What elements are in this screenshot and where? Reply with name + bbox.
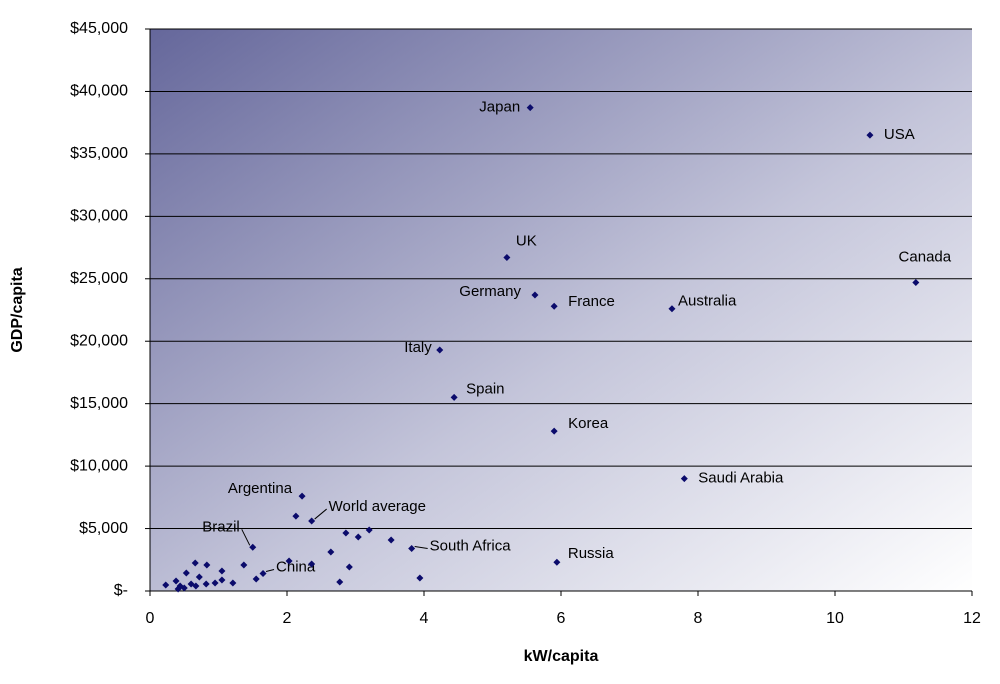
y-tick-label: $20,000: [70, 332, 128, 349]
point: [680, 475, 688, 483]
y-tick-label: $25,000: [70, 270, 128, 287]
point: [218, 576, 226, 584]
data-label: Australia: [678, 293, 737, 310]
point: [162, 581, 170, 589]
data-label: UK: [516, 233, 537, 250]
x-tick-label: 4: [420, 610, 429, 627]
data-label: Japan: [479, 99, 520, 116]
leader-line: [414, 546, 428, 550]
data-label: South Africa: [430, 538, 512, 555]
y-axis-title: GDP/capita: [9, 267, 26, 352]
x-tick-label: 2: [283, 610, 292, 627]
point: [408, 545, 416, 553]
leader-line: [265, 569, 275, 573]
point: [174, 585, 182, 593]
point: [203, 561, 211, 569]
y-tick-label: $35,000: [70, 145, 128, 162]
y-tick-label: $15,000: [70, 395, 128, 412]
y-tick-label: $10,000: [70, 457, 128, 474]
data-label: Argentina: [228, 480, 293, 497]
point: [387, 536, 395, 544]
x-tick-label: 12: [963, 610, 981, 627]
point: [553, 558, 561, 566]
point: [240, 561, 248, 569]
point: [191, 559, 199, 567]
point: [866, 131, 874, 139]
point: [327, 548, 335, 556]
data-label: Germany: [459, 283, 521, 300]
point: [249, 543, 257, 551]
point: [252, 575, 260, 583]
point: [180, 584, 188, 592]
point: [298, 492, 306, 500]
point: [202, 580, 210, 588]
point: [336, 578, 344, 586]
x-tick-label: 10: [826, 610, 844, 627]
point: [450, 393, 458, 401]
point: [285, 557, 293, 565]
point: [218, 567, 226, 575]
point: [211, 579, 219, 587]
x-tick-label: 0: [146, 610, 155, 627]
data-label: World average: [329, 498, 426, 515]
plot-area: [150, 29, 972, 591]
y-tick-label: $40,000: [70, 83, 128, 100]
point: [550, 302, 558, 310]
y-tick-label: $-: [114, 582, 128, 599]
point: [550, 427, 558, 435]
x-tick-label: 6: [557, 610, 566, 627]
point: [308, 517, 316, 525]
data-label: Italy: [404, 339, 432, 356]
data-label: Russia: [568, 545, 615, 562]
data-label: Korea: [568, 415, 609, 432]
point: [308, 560, 316, 568]
point: [416, 574, 424, 582]
data-label: China: [276, 558, 316, 575]
data-label: Brazil: [202, 518, 240, 535]
point: [526, 104, 534, 112]
x-tick-label: 8: [694, 610, 703, 627]
point: [259, 570, 267, 578]
point: [503, 254, 511, 262]
point: [342, 529, 350, 537]
point: [345, 563, 353, 571]
data-label: Spain: [466, 380, 504, 397]
point: [354, 533, 362, 541]
data-label: USA: [884, 126, 915, 143]
point: [172, 577, 180, 585]
data-label: France: [568, 293, 615, 310]
point: [229, 579, 237, 587]
data-label: Canada: [899, 248, 952, 265]
leader-line: [241, 529, 251, 546]
point: [182, 569, 190, 577]
point: [192, 582, 200, 590]
leader-line: [314, 508, 327, 520]
data-label: Saudi Arabia: [698, 470, 784, 487]
point: [365, 526, 373, 534]
point: [668, 305, 676, 313]
point: [292, 512, 300, 520]
point: [531, 291, 539, 299]
y-tick-label: $45,000: [70, 20, 128, 37]
y-tick-label: $5,000: [79, 520, 128, 537]
point: [912, 279, 920, 287]
x-axis-title: kW/capita: [524, 648, 599, 665]
y-tick-label: $30,000: [70, 208, 128, 225]
point: [195, 573, 203, 581]
point: [436, 346, 444, 354]
